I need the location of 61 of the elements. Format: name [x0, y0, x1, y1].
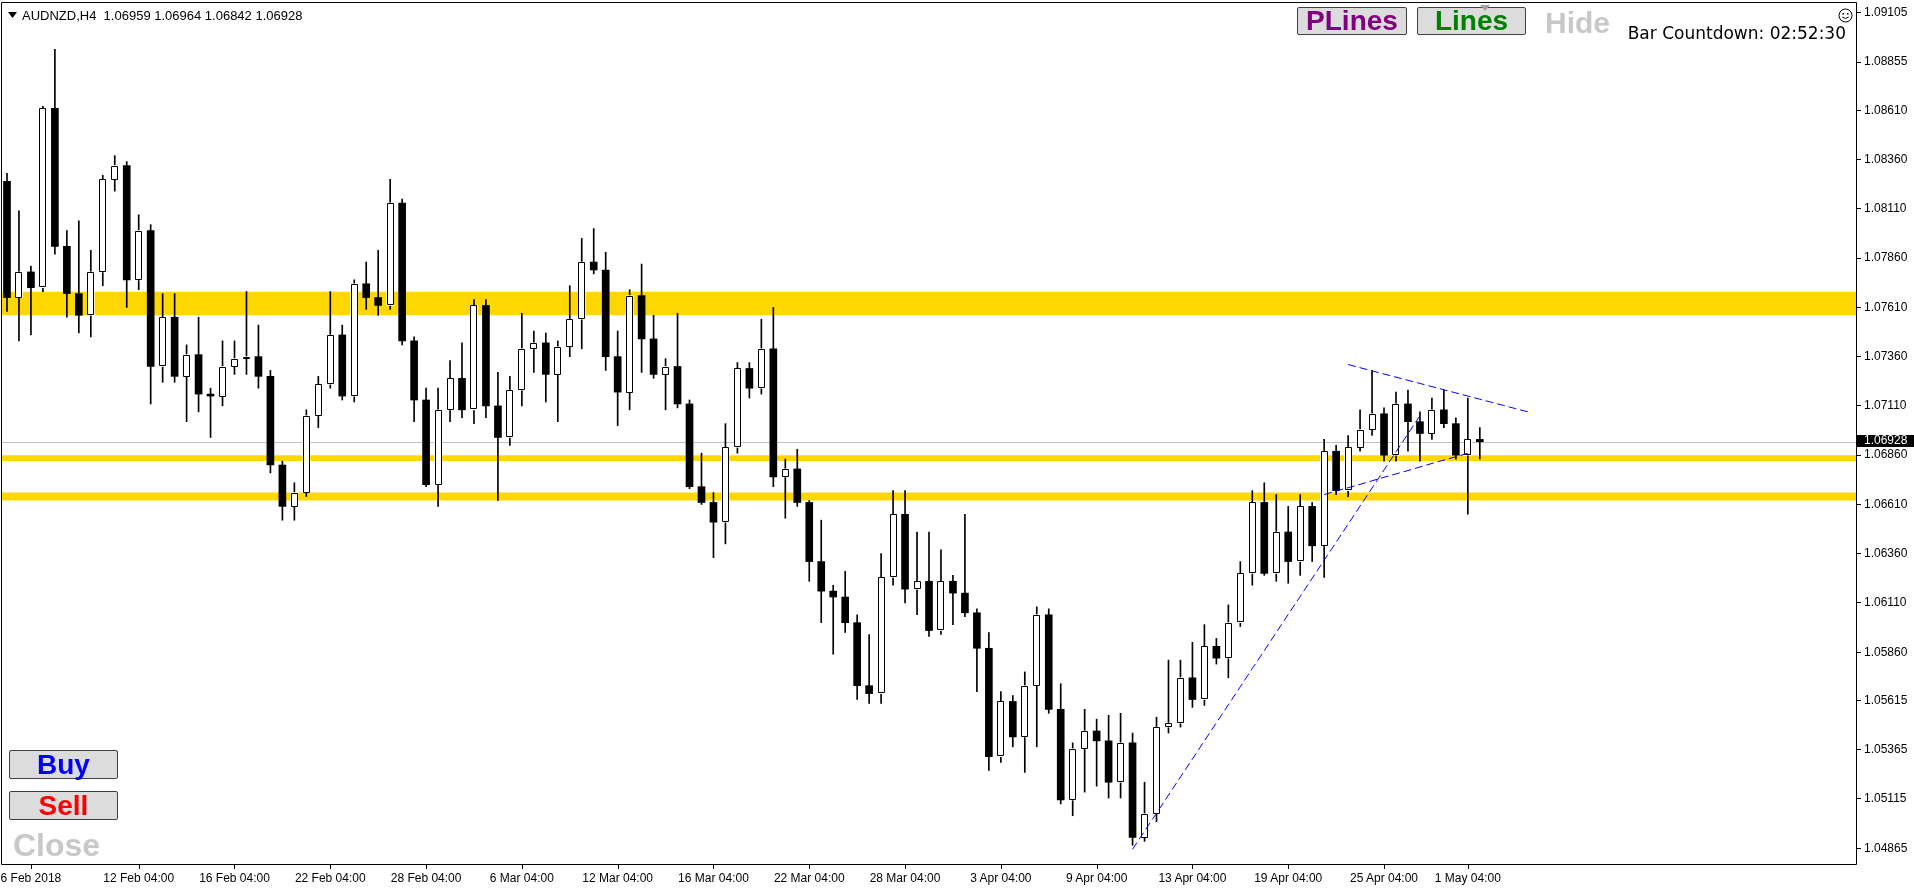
x-tick-label: 16 Feb 04:00 — [199, 870, 271, 885]
y-tick-label: 1.08610 — [1864, 102, 1908, 117]
x-tick-label: 13 Apr 04:00 — [1158, 870, 1227, 885]
y-tick-label: 1.05365 — [1864, 742, 1908, 757]
x-tick-label: 22 Mar 04:00 — [773, 870, 845, 885]
y-tick-label: 1.08110 — [1864, 201, 1907, 216]
candlestick — [865, 634, 873, 704]
x-tick-label: 28 Feb 04:00 — [390, 870, 462, 885]
line-series — [1347, 364, 1529, 413]
y-tick-label: 1.05860 — [1864, 644, 1908, 659]
x-tick-label: 12 Feb 04:00 — [103, 870, 175, 885]
y-tick-label: 1.08855 — [1864, 54, 1908, 69]
candlestick — [75, 220, 83, 334]
candlestick — [15, 210, 23, 342]
annotation: Lines — [1434, 5, 1509, 36]
annotation: Bar Countdown: 02:52:30 — [1627, 23, 1846, 43]
candlestick — [530, 330, 538, 373]
candlestick — [961, 513, 969, 618]
y-tick-label: 1.07360 — [1864, 348, 1908, 363]
annotation: Buy — [37, 748, 90, 780]
candlestick — [913, 531, 921, 616]
candlestick — [27, 265, 35, 336]
x-tick-label: 9 Apr 04:00 — [1065, 870, 1128, 885]
candlestick — [949, 575, 957, 625]
candlestick — [589, 228, 598, 275]
x-tick-label: 28 Mar 04:00 — [869, 870, 941, 885]
y-tick-label: 1.07110 — [1864, 398, 1907, 413]
x-tick-label: 6 Feb 2018 — [0, 870, 62, 885]
button: PLines — [1297, 7, 1407, 35]
text: AUDNZD,H4 1.06959 1.06964 1.06842 1.06928 — [22, 8, 303, 23]
y-tick-label: 1.05115 — [1864, 791, 1907, 806]
button: Lines — [1417, 7, 1526, 35]
candlestick — [374, 249, 383, 316]
y-tick-label: 1.06860 — [1864, 447, 1908, 462]
candlestick — [1464, 397, 1472, 515]
x-tick-label: 25 Apr 04:00 — [1349, 870, 1419, 885]
y-tick-label: 1.06360 — [1864, 546, 1908, 560]
x-tick-label: 1 May 04:00 — [1434, 870, 1502, 885]
x-tick-label: 22 Feb 04:00 — [294, 870, 366, 885]
y-tick-label: 1.09105 — [1864, 5, 1908, 20]
y-tick-label: 1.06110 — [1864, 595, 1907, 610]
x-tick-label: 16 Mar 04:00 — [678, 870, 750, 885]
y-tick-label: 1.07860 — [1864, 250, 1908, 265]
button: Sell — [9, 791, 118, 820]
x-tick-label: 12 Mar 04:00 — [582, 870, 654, 885]
y-tick-label: 1.05615 — [1864, 692, 1908, 707]
candlestick — [494, 372, 502, 501]
y-tick-label: 1.04865 — [1864, 840, 1908, 855]
annotation: Sell — [38, 789, 89, 821]
annotation: PLines — [1306, 5, 1398, 36]
candlestick — [829, 584, 838, 655]
x-tick-label: 19 Apr 04:00 — [1254, 870, 1323, 885]
x-tick-label: 3 Apr 04:00 — [970, 870, 1032, 885]
button: Buy — [9, 750, 118, 779]
y-tick-label: 1.08360 — [1864, 151, 1908, 166]
candlestick — [1475, 427, 1484, 460]
candlestick — [781, 458, 790, 519]
x-tick-label: 6 Mar 04:00 — [489, 870, 555, 885]
y-tick-label: 1.07610 — [1864, 299, 1908, 314]
ref-line-label: 1.06928 — [1864, 433, 1908, 448]
y-tick-label: 1.06610 — [1864, 496, 1908, 511]
